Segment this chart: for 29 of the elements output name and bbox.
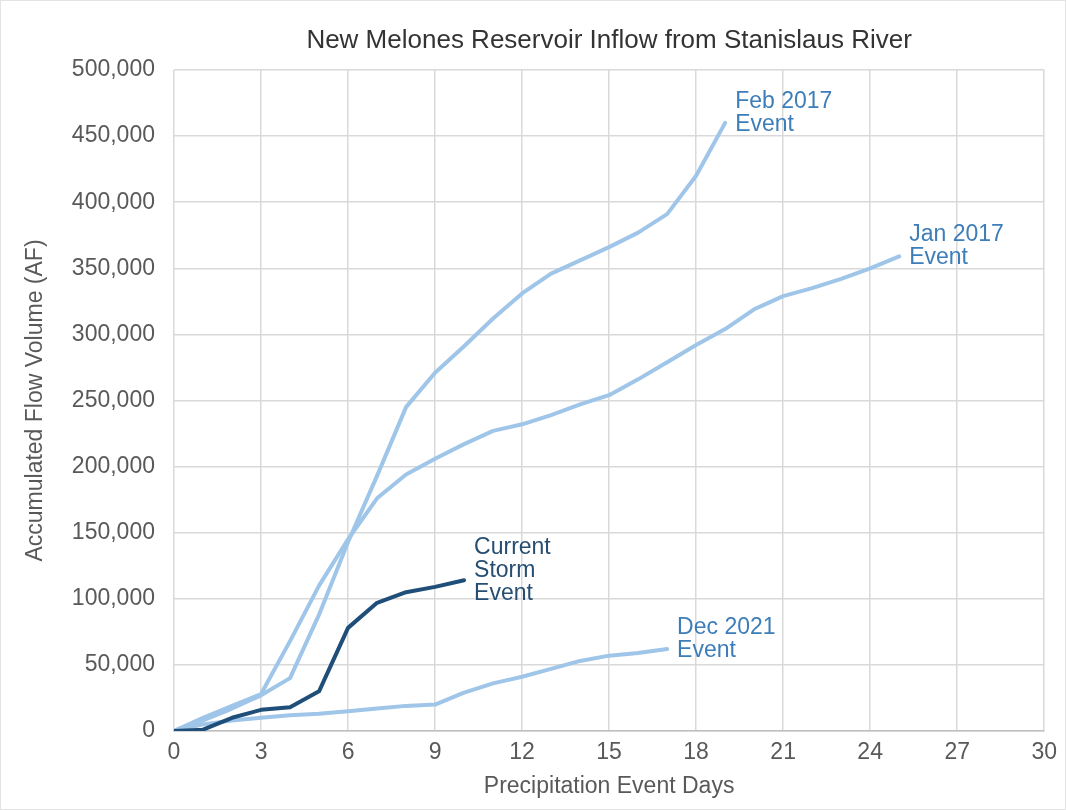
x-tick-label: 30 — [1031, 738, 1058, 765]
y-axis-title: Accumulated Flow Volume (AF) — [21, 239, 48, 562]
x-tick-label: 12 — [509, 738, 535, 765]
x-tick-label: 0 — [167, 738, 181, 765]
x-tick-label: 9 — [428, 738, 442, 765]
x-tick-label: 21 — [770, 738, 796, 765]
series-label: Jan 2017 Event — [909, 220, 1004, 270]
y-tick-label: 300,000 — [71, 319, 155, 346]
x-tick-label: 27 — [944, 738, 970, 765]
y-tick-label: 0 — [142, 716, 155, 743]
y-tick-label: 400,000 — [71, 187, 155, 214]
y-tick-label: 200,000 — [71, 451, 155, 478]
y-tick-label: 250,000 — [71, 385, 155, 412]
x-tick-label: 24 — [857, 738, 884, 765]
y-tick-label: 450,000 — [71, 121, 155, 148]
y-tick-label: 150,000 — [71, 518, 155, 545]
x-tick-label: 15 — [596, 738, 622, 765]
y-tick-label: 500,000 — [71, 55, 155, 82]
x-axis-title: Precipitation Event Days — [483, 771, 735, 798]
x-tick-label: 18 — [683, 738, 709, 765]
series-label: Current Storm Event — [474, 532, 552, 605]
y-tick-label: 50,000 — [84, 650, 155, 677]
x-tick-label: 6 — [341, 738, 355, 765]
y-tick-label: 350,000 — [71, 253, 155, 280]
series-label: Dec 2021 Event — [677, 612, 776, 662]
series-label: Feb 2017 Event — [735, 86, 833, 136]
y-tick-label: 100,000 — [71, 584, 155, 611]
x-tick-label: 3 — [254, 738, 268, 765]
chart-title: New Melones Reservoir Inflow from Stanislaus River — [306, 24, 913, 55]
